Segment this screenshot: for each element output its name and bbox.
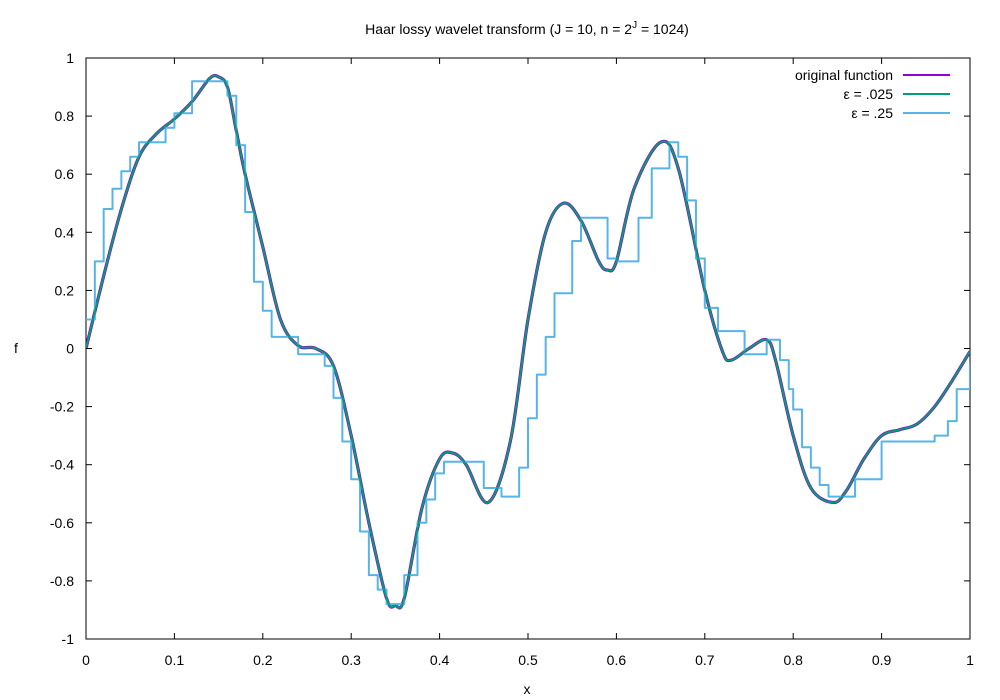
x-tick-label: 0.2 — [253, 652, 273, 668]
chart-title: Haar lossy wavelet transform (J = 10, n … — [365, 20, 689, 37]
x-tick-label: 0.1 — [165, 652, 185, 668]
series-layer — [86, 73, 970, 610]
x-axis-label: x — [524, 681, 531, 697]
legend-label: ε = .25 — [851, 105, 893, 121]
legend-label: original function — [795, 67, 893, 83]
plot-area — [85, 57, 971, 640]
x-tick-label: 0.9 — [872, 652, 892, 668]
x-tick-label: 0.3 — [341, 652, 361, 668]
y-tick-label: -0.4 — [50, 457, 74, 473]
series-line-1 — [86, 74, 970, 610]
y-tick-label: -1 — [62, 631, 75, 647]
y-tick-label: -0.6 — [50, 515, 74, 531]
y-tick-label: 0.8 — [55, 108, 75, 124]
y-tick-label: 0 — [66, 341, 74, 357]
x-tick-label: 0.8 — [783, 652, 803, 668]
axes-layer: 0 0.1 0.2 0.3 0.4 0.5 0.6 0.7 0.8 0.9 1 -1 -0.8 -0.6 -… — [50, 50, 974, 668]
y-tick-label: 0.6 — [55, 166, 75, 182]
title-suffix: = 1024) — [637, 21, 689, 37]
series-line-2 — [86, 80, 970, 606]
x-tick-label: 0.4 — [430, 652, 450, 668]
y-tick-label: -0.2 — [50, 399, 74, 415]
x-tick-label: 0.7 — [695, 652, 715, 668]
y-tick-label: 1 — [66, 50, 74, 66]
plot-frame — [85, 57, 971, 640]
legend: original function ε = .025 ε = .25 — [795, 67, 950, 121]
x-tick-label: 0.6 — [607, 652, 627, 668]
x-tick-label: 0 — [82, 652, 90, 668]
title-superscript: J — [632, 20, 637, 31]
series-line-0 — [86, 73, 970, 610]
title-prefix: Haar lossy wavelet transform (J = 10, n … — [365, 21, 632, 37]
y-axis-label: f — [14, 340, 18, 356]
y-tick-label: -0.8 — [50, 573, 74, 589]
legend-label: ε = .025 — [844, 86, 894, 102]
x-tick-label: 0.5 — [518, 652, 538, 668]
x-tick-label: 1 — [966, 652, 974, 668]
y-tick-label: 0.2 — [55, 282, 75, 298]
y-tick-label: 0.4 — [55, 224, 75, 240]
